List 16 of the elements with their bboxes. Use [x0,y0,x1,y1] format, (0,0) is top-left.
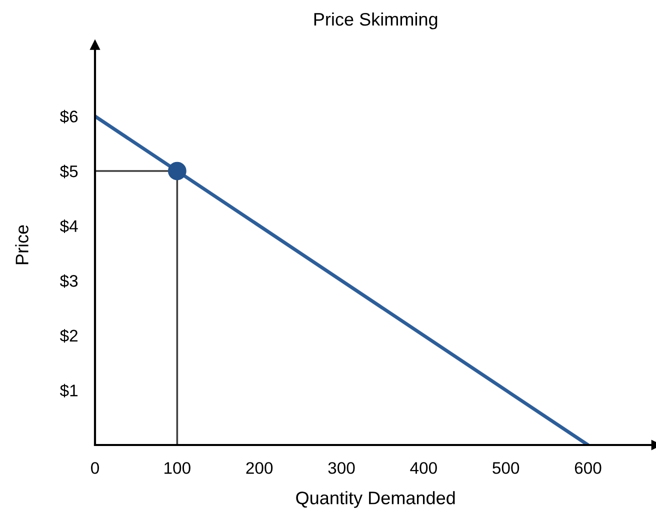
y-tick-label: $5 [60,164,78,178]
x-tick-label: 200 [246,462,273,474]
y-axis-title: Price [15,225,28,264]
x-tick-label: 100 [164,462,190,474]
y-tick-label: $4 [60,220,78,234]
chart-title: Price Skimming [314,12,438,30]
y-tick-label: $2 [60,329,78,343]
x-tick-label: 500 [492,462,520,474]
y-tick-label: $1 [60,384,78,398]
x-tick-label: 400 [410,462,437,474]
y-tick-label: $6 [60,110,78,124]
y-tick-label: $3 [60,274,78,288]
x-tick-label: 600 [574,462,602,474]
x-tick-label: 300 [328,462,355,474]
x-axis-title: Quantity Demanded [296,491,455,508]
x-tick-label: 0 [91,462,99,474]
